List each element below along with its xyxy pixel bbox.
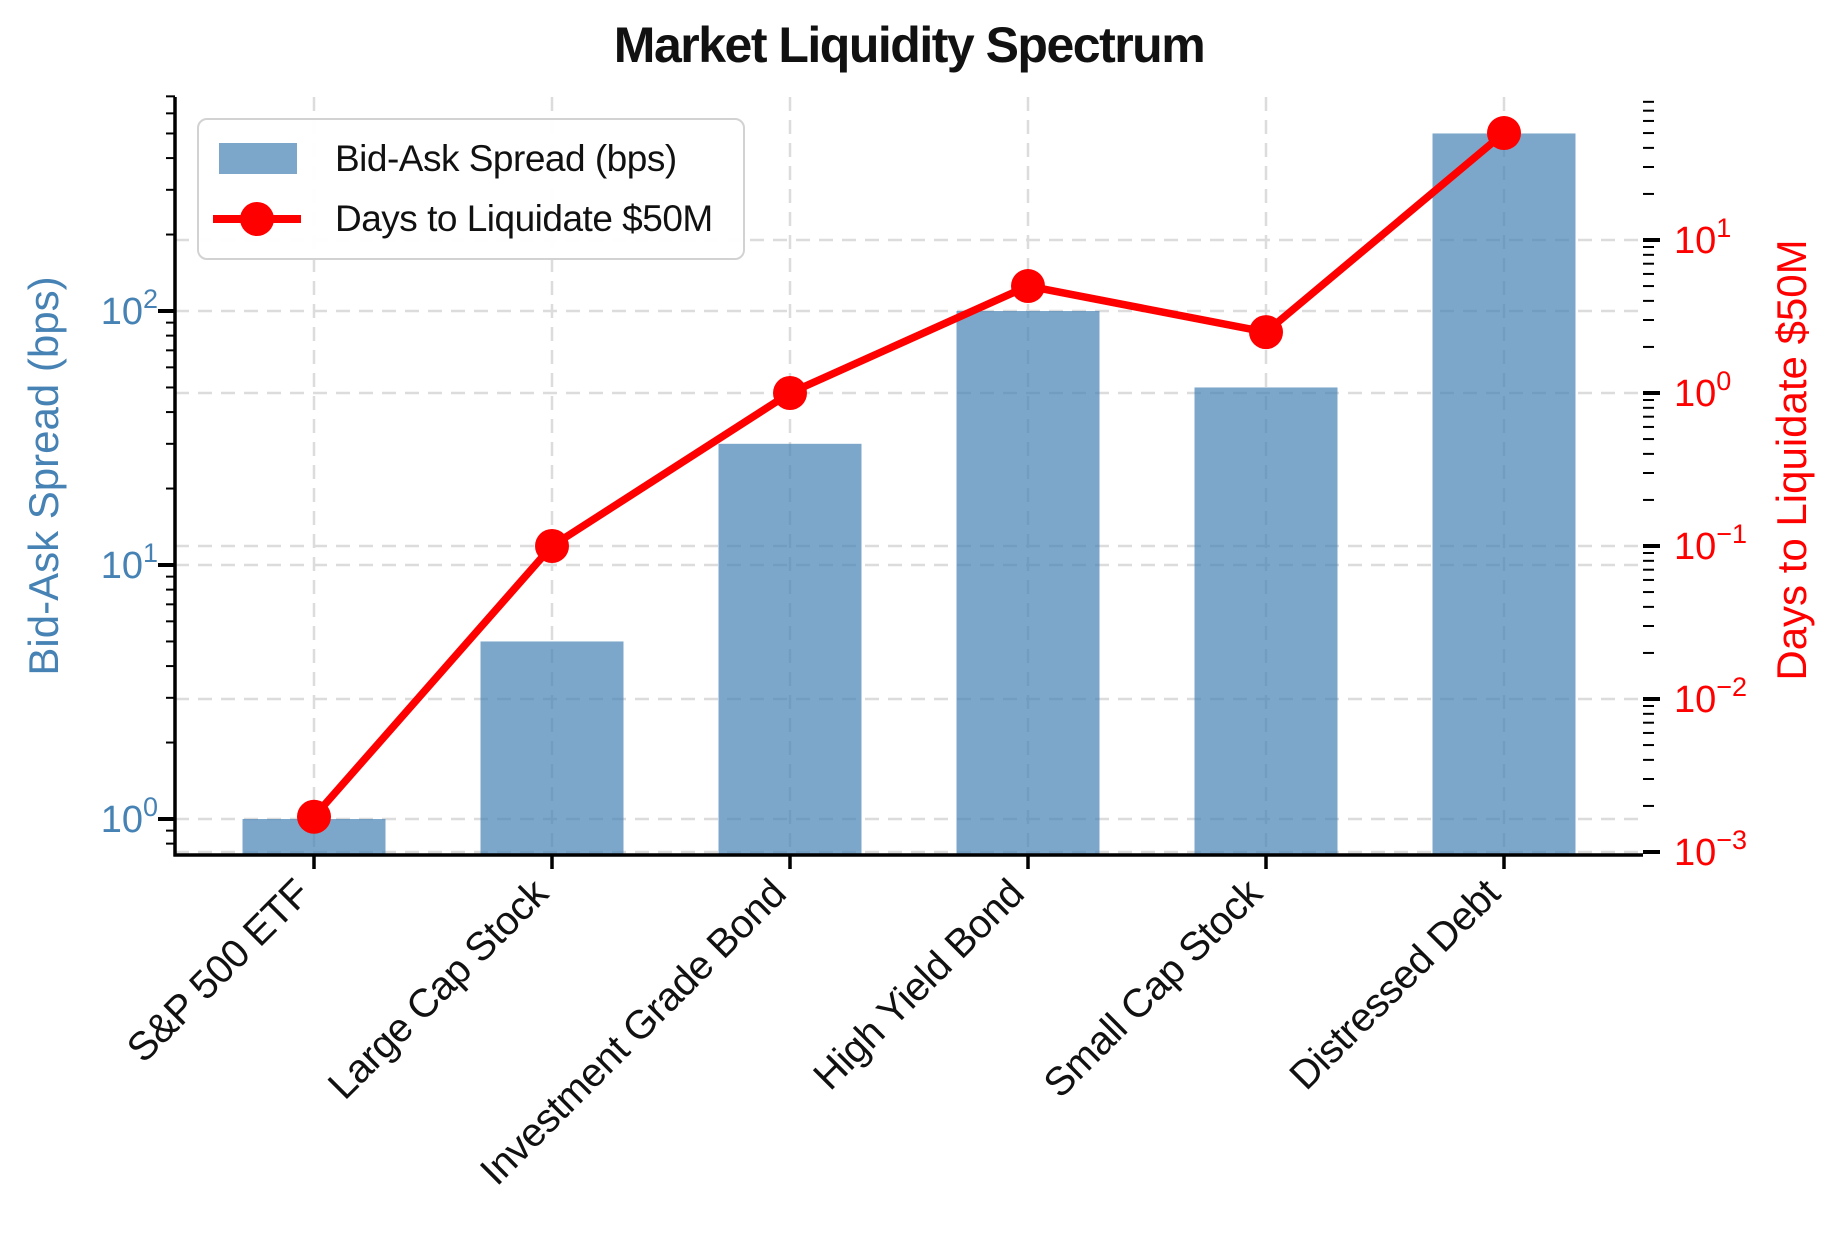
legend-item-line: Days to Liquidate $50M	[213, 191, 729, 247]
right-tick-label: 10−3	[1674, 825, 1747, 874]
left-tick-label: 100	[101, 792, 158, 841]
line-marker-2	[773, 376, 807, 410]
left-tick-label: 102	[101, 284, 158, 333]
legend: Bid-Ask Spread (bps) Days to Liquidate $…	[197, 118, 745, 260]
line-marker-1	[535, 529, 569, 563]
right-axis-label: Days to Liquidate $50M	[1768, 239, 1815, 681]
x-tick-label-4: Small Cap Stock	[1035, 870, 1271, 1106]
line-marker-icon	[213, 199, 309, 239]
legend-label-line: Days to Liquidate $50M	[335, 198, 713, 240]
right-tick-label: 10−2	[1674, 672, 1747, 721]
bar-1	[480, 641, 624, 855]
left-tick-label: 101	[101, 538, 158, 587]
right-tick-label: 101	[1674, 213, 1731, 262]
bar-2	[718, 443, 862, 855]
liquidity-line	[310, 129, 1508, 821]
left-axis-label: Bid-Ask Spread (bps)	[20, 276, 67, 676]
legend-label-bars: Bid-Ask Spread (bps)	[335, 137, 677, 179]
line-marker-0	[297, 799, 331, 834]
chart-title: Market Liquidity Spectrum	[613, 17, 1206, 73]
bar-4	[1194, 387, 1338, 855]
legend-item-bars: Bid-Ask Spread (bps)	[213, 131, 729, 187]
line-marker-4	[1249, 315, 1283, 350]
bar-swatch-icon	[213, 143, 309, 175]
x-tick-label-3: High Yield Bond	[805, 871, 1032, 1098]
bar-5	[1432, 133, 1576, 856]
line-marker-5	[1487, 116, 1521, 151]
right-tick-label: 100	[1674, 366, 1731, 415]
line-marker-3	[1011, 269, 1045, 304]
x-tick-label-0: S&P 500 ETF	[119, 871, 319, 1071]
bar-3	[956, 311, 1100, 855]
x-tick-label-1: Large Cap Stock	[320, 870, 558, 1108]
x-tick-label-5: Distressed Debt	[1281, 871, 1508, 1098]
right-tick-label: 10−1	[1674, 519, 1747, 568]
